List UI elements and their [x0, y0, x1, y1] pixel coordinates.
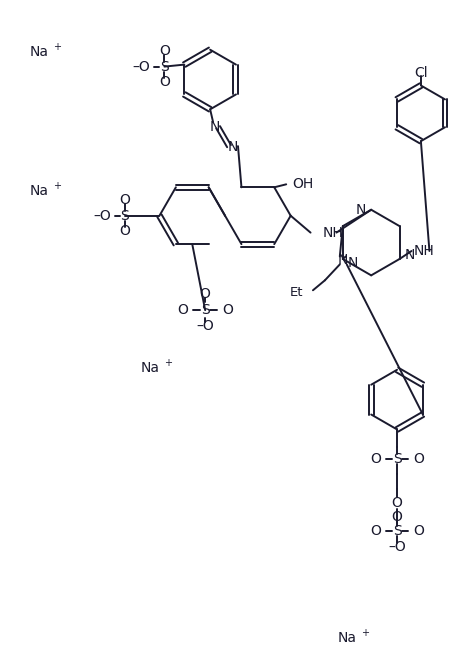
Text: Na: Na [29, 184, 48, 198]
Text: O: O [177, 303, 188, 317]
Text: S: S [160, 60, 169, 74]
Text: –O: –O [133, 60, 150, 74]
Text: +: + [361, 628, 369, 638]
Text: O: O [159, 44, 170, 58]
Text: O: O [392, 510, 402, 524]
Text: OH: OH [292, 177, 313, 191]
Text: Na: Na [29, 45, 48, 58]
Text: S: S [392, 524, 401, 538]
Text: O: O [370, 452, 381, 466]
Text: –O: –O [196, 319, 214, 333]
Text: N: N [228, 140, 238, 154]
Text: +: + [53, 42, 61, 52]
Text: O: O [119, 223, 130, 238]
Text: O: O [222, 303, 233, 317]
Text: S: S [120, 209, 129, 223]
Text: Et: Et [290, 286, 303, 299]
Text: O: O [370, 524, 381, 538]
Text: N: N [405, 248, 415, 262]
Text: O: O [200, 287, 211, 301]
Text: O: O [413, 452, 424, 466]
Text: –O: –O [388, 539, 406, 554]
Text: –O: –O [93, 209, 111, 223]
Text: NH: NH [414, 244, 434, 258]
Text: S: S [392, 452, 401, 466]
Text: +: + [53, 181, 61, 191]
Text: NH: NH [322, 225, 343, 240]
Text: O: O [119, 193, 130, 207]
Text: Cl: Cl [414, 66, 428, 80]
Text: O: O [413, 524, 424, 538]
Text: N: N [210, 120, 220, 134]
Text: Na: Na [337, 631, 356, 646]
Text: +: + [164, 358, 172, 368]
Text: S: S [201, 303, 210, 317]
Text: Na: Na [141, 361, 159, 375]
Text: N: N [356, 203, 366, 217]
Text: N: N [337, 254, 348, 268]
Text: O: O [392, 496, 402, 510]
Text: O: O [159, 74, 170, 89]
Text: N: N [348, 256, 358, 270]
